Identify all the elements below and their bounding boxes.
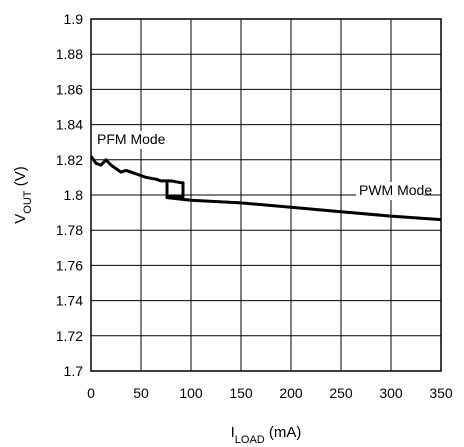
x-tick-label: 250 bbox=[329, 385, 353, 401]
y-tick-label: 1.76 bbox=[56, 257, 83, 273]
y-tick-label: 1.88 bbox=[56, 46, 83, 62]
y-tick-label: 1.7 bbox=[64, 363, 84, 379]
x-axis-label-unit: (mA) bbox=[265, 424, 302, 441]
x-axis-label-main: I bbox=[231, 424, 235, 441]
y-tick-label: 1.8 bbox=[64, 187, 84, 203]
x-tick-label: 150 bbox=[229, 385, 253, 401]
y-axis-label-sub: OUT bbox=[22, 190, 34, 214]
y-tick-label: 1.9 bbox=[64, 11, 84, 27]
annotation-text: PWM Mode bbox=[359, 182, 432, 198]
y-tick-labels: 1.7 1.72 1.74 1.76 1.78 1.8 1.82 1.84 1.86 1.88 1.… bbox=[56, 11, 83, 379]
y-tick-label: 1.74 bbox=[56, 293, 83, 309]
x-tick-label: 50 bbox=[133, 385, 149, 401]
y-tick-label: 1.86 bbox=[56, 81, 83, 97]
y-tick-label: 1.72 bbox=[56, 328, 83, 344]
y-axis-label: VOUT (V) bbox=[12, 166, 34, 223]
y-tick-label: 1.82 bbox=[56, 152, 83, 168]
x-tick-label: 200 bbox=[279, 385, 303, 401]
annotation-text: PFM Mode bbox=[97, 131, 166, 147]
plot-frame bbox=[90, 18, 442, 372]
annotation-background bbox=[94, 130, 163, 149]
x-tick-label: 300 bbox=[379, 385, 403, 401]
x-tick-label: 0 bbox=[87, 385, 95, 401]
series-line bbox=[89, 155, 442, 222]
annotations: PFM Mode PWM Mode bbox=[94, 130, 432, 200]
x-tick-label: 350 bbox=[429, 385, 453, 401]
annotation-0: PFM Mode bbox=[94, 130, 166, 149]
x-axis-label: ILOAD (mA) bbox=[231, 424, 302, 446]
annotation-background bbox=[356, 182, 425, 200]
x-axis-label-sub: LOAD bbox=[235, 434, 265, 446]
x-tick-labels: 0 50 100 150 200 250 300 350 bbox=[87, 385, 453, 401]
y-axis-label-unit: (V) bbox=[12, 166, 29, 190]
annotation-1: PWM Mode bbox=[356, 182, 432, 200]
x-tick-label: 100 bbox=[179, 385, 203, 401]
y-tick-label: 1.84 bbox=[56, 117, 83, 133]
y-tick-label: 1.78 bbox=[56, 222, 83, 238]
y-axis-label-main: V bbox=[12, 214, 29, 224]
